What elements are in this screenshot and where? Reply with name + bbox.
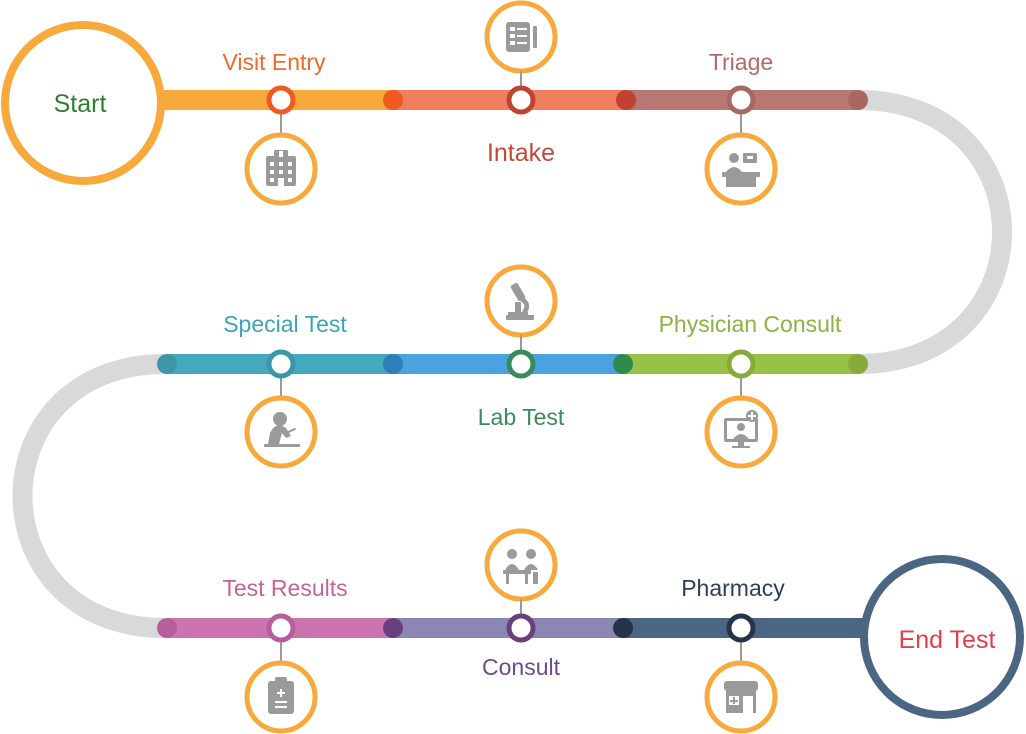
track-curve-right: [848, 90, 1012, 374]
step-label: Consult: [482, 654, 561, 680]
step-special-test: Special Test: [223, 311, 347, 469]
clipboard-checklist-icon: [506, 22, 537, 52]
step-test-results: Test Results: [222, 575, 348, 734]
doctor-patient-desk-icon: [503, 549, 538, 584]
step-label: Special Test: [223, 311, 347, 337]
segment-end-dot: [848, 354, 868, 374]
step-lab-test: Lab Test: [478, 264, 565, 430]
microscope-icon: [506, 282, 534, 320]
track-curve-left: [12, 354, 175, 638]
segment-end-dot: [157, 618, 177, 638]
step-node: [726, 349, 756, 379]
step-physician-consult: Physician Consult: [659, 311, 842, 469]
start-label: Start: [54, 90, 107, 118]
step-triage: Triage: [704, 49, 778, 206]
step-node: [726, 613, 756, 643]
step-label: Triage: [709, 49, 773, 75]
step-node: [506, 613, 536, 643]
step-node: [266, 349, 296, 379]
segment-end-dot: [383, 354, 403, 374]
step-node: [266, 613, 296, 643]
step-label: Intake: [487, 139, 555, 167]
segment-end-dot: [848, 90, 868, 110]
step-intake: Intake: [484, 0, 558, 167]
step-pharmacy: Pharmacy: [681, 575, 785, 734]
row-1-segments: [150, 90, 868, 110]
step-label: Pharmacy: [681, 575, 785, 601]
pharmacy-store-icon: [724, 681, 758, 713]
step-node: [266, 85, 296, 115]
step-label: Physician Consult: [659, 311, 842, 337]
step-node: [506, 349, 536, 379]
segment-end-dot: [383, 618, 403, 638]
step-consult: Consult: [482, 528, 561, 680]
start-node: Start: [1, 21, 165, 185]
end-node: End Test: [860, 555, 1024, 719]
lab-scientist-icon: [264, 412, 300, 447]
step-node: [506, 85, 536, 115]
segment-end-dot: [157, 354, 177, 374]
step-label: Visit Entry: [222, 49, 326, 75]
step-visit-entry: Visit Entry: [222, 49, 326, 206]
step-node: [726, 85, 756, 115]
step-label: Test Results: [222, 575, 347, 601]
segment-end-dot: [383, 90, 403, 110]
step-label: Lab Test: [478, 404, 565, 430]
segment-end-dot: [613, 618, 633, 638]
hospital-building-icon: [266, 150, 296, 186]
reception-desk-icon: [722, 153, 760, 187]
telemedicine-monitor-icon: [724, 410, 758, 448]
segment-end-dot: [613, 354, 633, 374]
clipboard-results-icon: [268, 677, 294, 714]
segment-end-dot: [616, 90, 636, 110]
end-label: End Test: [899, 626, 996, 654]
